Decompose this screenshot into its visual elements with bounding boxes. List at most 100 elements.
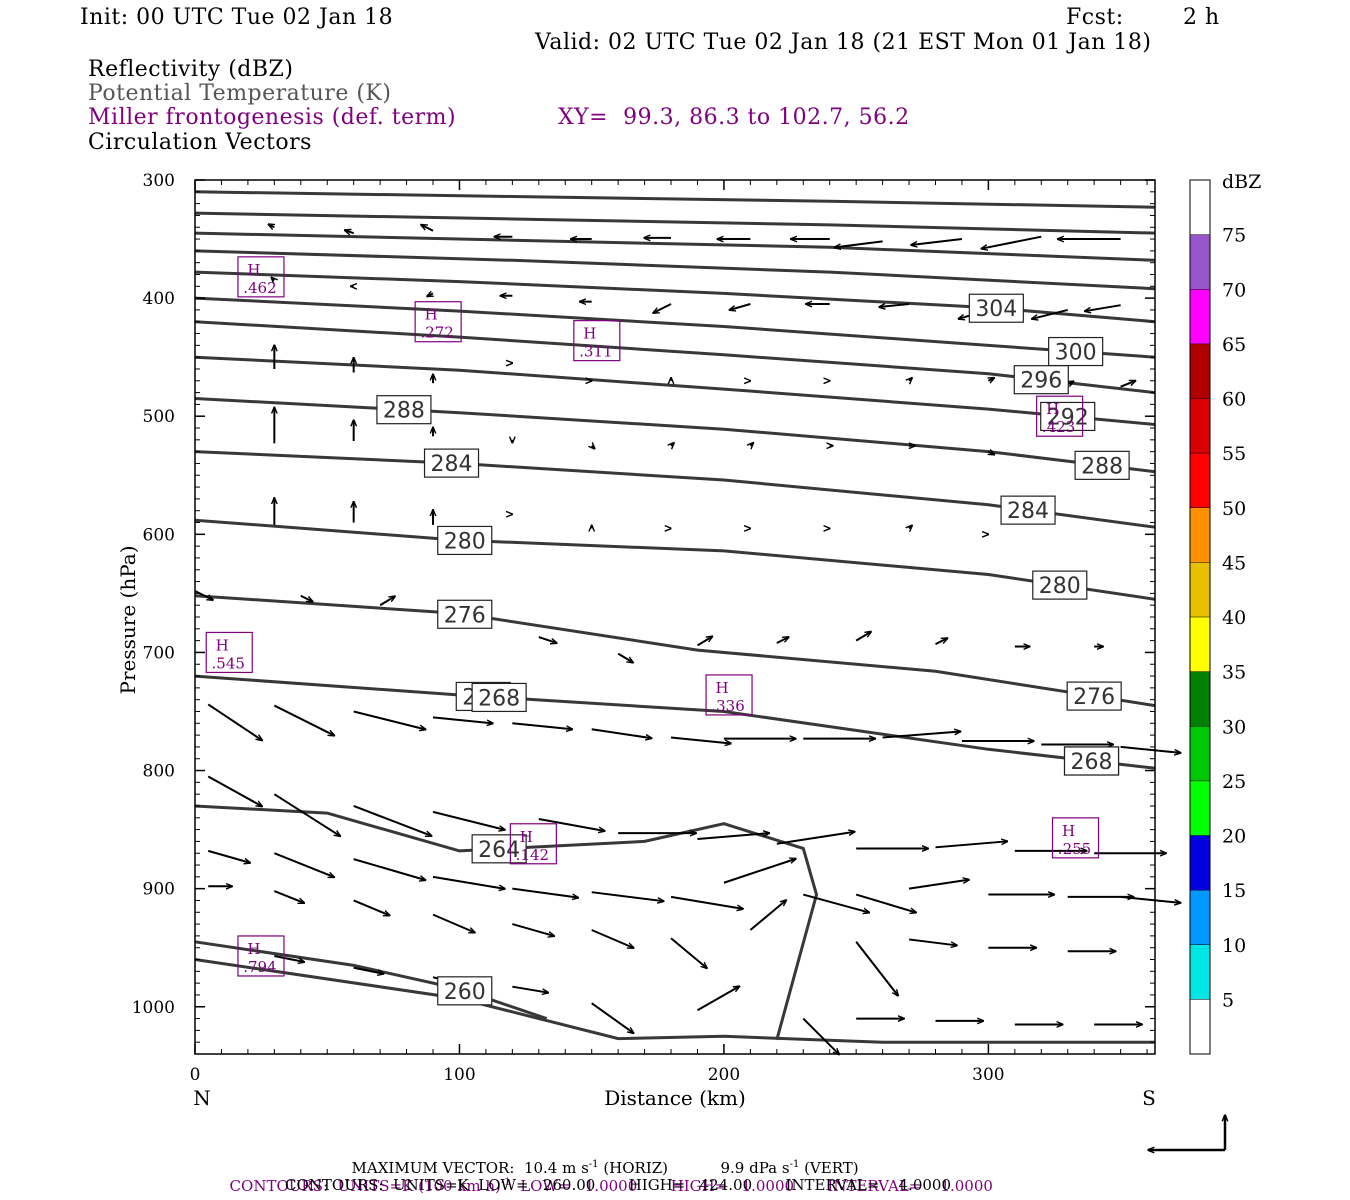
- contour-label: 288: [1074, 450, 1130, 480]
- circulation-vector: [591, 891, 664, 901]
- circulation-vectors: [194, 224, 1181, 1054]
- svg-text:276: 276: [1073, 685, 1115, 710]
- circulation-vector: [345, 230, 354, 233]
- svg-text:284: 284: [1007, 499, 1049, 524]
- colorbar-label: 40: [1222, 607, 1246, 629]
- svg-text:H: H: [716, 679, 729, 697]
- circulation-vector: [273, 890, 304, 903]
- max-vector-horizontal-unit: (HORIZ): [598, 1159, 669, 1177]
- init-time: Init: 00 UTC Tue 02 Jan 18: [80, 5, 394, 30]
- circulation-vector: [855, 893, 916, 913]
- circulation-vector: [427, 293, 433, 296]
- colorbar-label: 70: [1222, 279, 1246, 301]
- colorbar-label: 50: [1222, 498, 1246, 520]
- circulation-vector: [879, 304, 910, 307]
- circulation-vector: [988, 452, 994, 455]
- reference-vector-icon: [1148, 1115, 1225, 1150]
- circulation-vector: [591, 1002, 634, 1033]
- circulation-vector: [271, 277, 274, 280]
- contour-label: 284: [423, 448, 480, 478]
- colorbar-label: 5: [1222, 989, 1234, 1011]
- circulation-vector: [268, 224, 274, 227]
- circulation-vector: [617, 652, 633, 663]
- y-tick-label: 600: [143, 525, 175, 545]
- colorbar-swatch: [1190, 944, 1210, 1000]
- svg-text:H: H: [247, 940, 260, 958]
- circulation-vector: [803, 893, 869, 913]
- circulation-vector: [591, 929, 634, 948]
- colorbar-unit: dBZ: [1222, 171, 1261, 193]
- colorbar-label: 65: [1222, 334, 1246, 356]
- theta-contour-line: [194, 211, 1156, 235]
- circulation-vector: [194, 590, 213, 600]
- circulation-vector: [908, 938, 957, 945]
- circulation-vector: [353, 966, 384, 974]
- contour-label: 276: [1066, 681, 1122, 711]
- colorbar-swatch: [1190, 453, 1210, 508]
- circulation-vector: [353, 899, 390, 915]
- svg-text:H: H: [583, 325, 596, 343]
- forecast-hour: 2 h: [1183, 5, 1220, 30]
- theta-contour-line: [194, 320, 1156, 395]
- circulation-vector: [300, 594, 313, 602]
- circulation-vector: [1120, 745, 1181, 753]
- valid-time: Valid: 02 UTC Tue 02 Jan 18 (21 EST Mon …: [535, 30, 1152, 55]
- svg-text:284: 284: [431, 452, 473, 477]
- frontogenesis-max: H.336: [705, 674, 753, 716]
- circulation-vector: [988, 378, 994, 381]
- svg-text:268: 268: [1071, 750, 1113, 775]
- circulation-vector: [908, 880, 969, 890]
- svg-text:288: 288: [1081, 454, 1123, 479]
- circulation-vector: [696, 636, 712, 647]
- frontogenesis-contour-units-exp: -1: [500, 1177, 511, 1188]
- contour-label: 288: [376, 395, 432, 425]
- colorbar-label: 60: [1222, 389, 1246, 411]
- circulation-vector: [1120, 381, 1136, 388]
- circulation-vector: [592, 446, 595, 449]
- y-tick-label: 300: [143, 171, 175, 191]
- svg-text:276: 276: [444, 603, 486, 628]
- colorbar-label: 10: [1222, 935, 1246, 957]
- contour-label: 280: [437, 525, 493, 556]
- circulation-vector: [882, 731, 961, 739]
- circulation-vector: [729, 303, 751, 310]
- circulation-vector: [835, 240, 883, 247]
- circulation-vector: [379, 596, 395, 607]
- frontogenesis-contour-units: CONTOURS: UNITS=K (100 km h): [229, 1177, 501, 1195]
- svg-text:H: H: [1046, 400, 1059, 418]
- colorbar-swatch: [1190, 562, 1210, 617]
- max-vector-label: MAXIMUM VECTOR:: [351, 1159, 515, 1177]
- max-vector-line: MAXIMUM VECTOR: 10.4 m s-1 (HORIZ) 9.9 d…: [342, 1141, 859, 1176]
- circulation-vector: [1085, 304, 1121, 311]
- contour-label: 264: [471, 834, 527, 864]
- y-tick-label: 400: [143, 289, 175, 309]
- colorbar: 5 10 15 20 25 30 35 40 45 50 55 60 65 70 75 dBZ: [1189, 171, 1261, 1055]
- circulation-vector: [274, 954, 304, 962]
- theta-contour-line: [194, 674, 1156, 770]
- svg-text:280: 280: [444, 529, 486, 554]
- cross-section-endpoints: XY= 99.3, 86.3 to 102.7, 56.2: [558, 105, 910, 130]
- right-end-label: S: [1142, 1086, 1156, 1110]
- circulation-vector: [273, 793, 340, 836]
- theta-contour-line: [194, 940, 548, 1021]
- frontogenesis-max: H.255: [1051, 817, 1100, 859]
- circulation-vector: [512, 985, 548, 993]
- x-tick-label: 300: [972, 1065, 1004, 1085]
- left-end-label: N: [193, 1086, 211, 1110]
- max-vector-vertical: 9.9 dPa s: [720, 1159, 790, 1177]
- y-tick-label: 900: [143, 880, 175, 900]
- circulation-vector: [207, 775, 262, 806]
- circulation-vector: [207, 849, 250, 863]
- theta-contour-line: [194, 270, 1156, 324]
- circulation-vector: [432, 716, 493, 723]
- field-circulation-vectors: Circulation Vectors: [88, 130, 312, 155]
- circulation-vector: [1032, 308, 1068, 319]
- forecast-label: Fcst:: [1066, 5, 1124, 30]
- contour-label: 280: [1032, 570, 1088, 600]
- colorbar-swatch: [1190, 180, 1210, 235]
- circulation-vector: [207, 703, 262, 740]
- circulation-vector: [750, 443, 753, 446]
- theta-contour-line: [194, 518, 1156, 601]
- svg-text:304: 304: [975, 297, 1017, 322]
- circulation-vector: [1120, 895, 1181, 903]
